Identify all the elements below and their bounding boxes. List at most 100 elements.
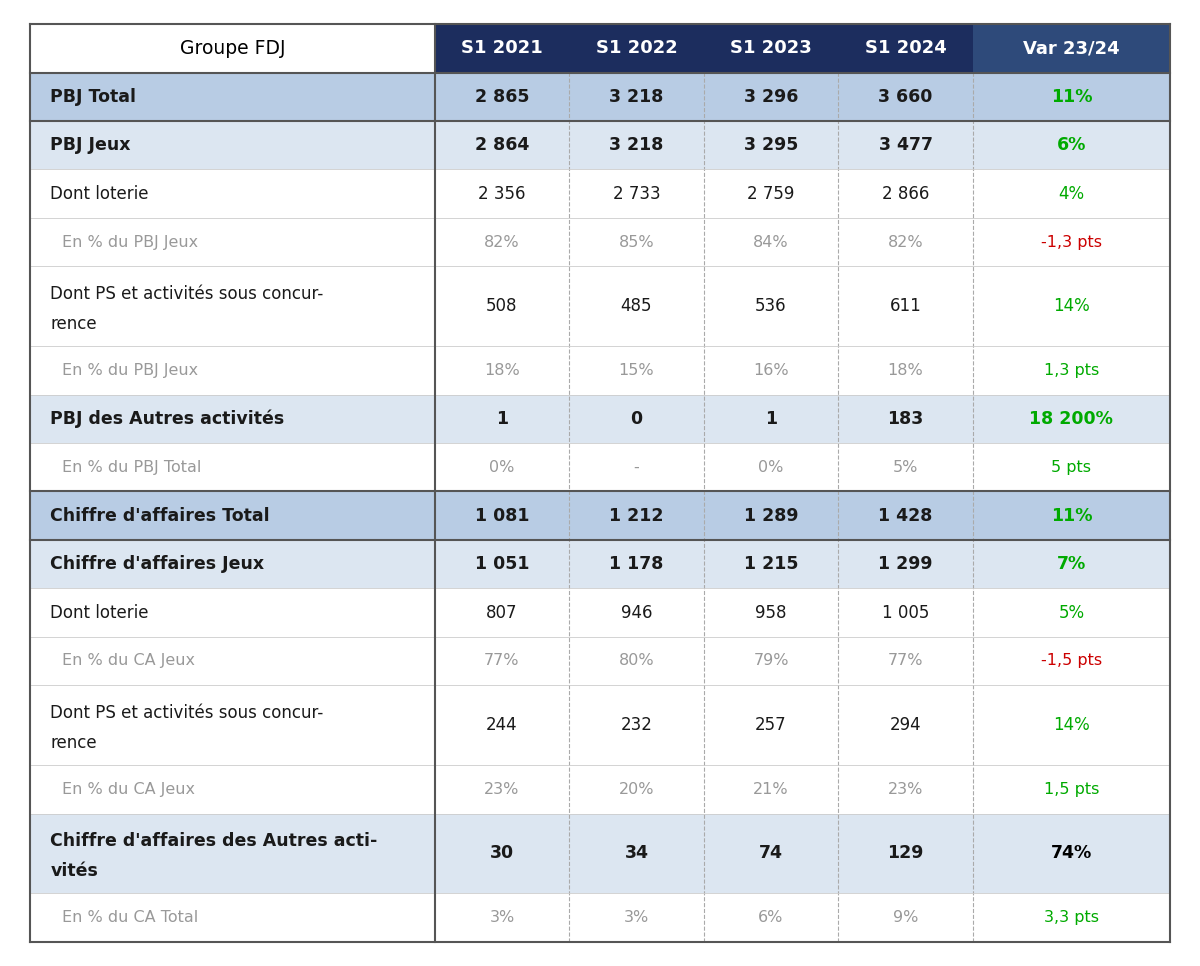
Text: 2 864: 2 864 <box>475 136 529 155</box>
Text: 3 218: 3 218 <box>610 88 664 106</box>
Text: 946: 946 <box>620 604 653 621</box>
Text: 1 178: 1 178 <box>610 555 664 573</box>
Text: 79%: 79% <box>754 653 788 668</box>
Text: Dont PS et activités sous concur-: Dont PS et activités sous concur- <box>50 285 324 303</box>
Text: 1,3 pts: 1,3 pts <box>1044 363 1099 378</box>
Text: 611: 611 <box>889 298 922 315</box>
Text: 5 pts: 5 pts <box>1051 460 1091 474</box>
Bar <box>30 637 1170 685</box>
Text: 18 200%: 18 200% <box>1030 410 1114 428</box>
Text: 3 295: 3 295 <box>744 136 798 155</box>
Bar <box>30 765 1170 813</box>
Text: En % du PBJ Jeux: En % du PBJ Jeux <box>62 235 198 249</box>
Text: 3,3 pts: 3,3 pts <box>1044 910 1099 925</box>
Text: 11%: 11% <box>1051 88 1092 106</box>
Text: 82%: 82% <box>484 235 520 249</box>
Text: 74%: 74% <box>1051 844 1092 863</box>
Text: 3 218: 3 218 <box>610 136 664 155</box>
Text: 183: 183 <box>887 410 924 428</box>
Text: 18%: 18% <box>888 363 923 378</box>
Text: 2 733: 2 733 <box>613 185 660 203</box>
Text: 2 866: 2 866 <box>882 185 929 203</box>
Text: 20%: 20% <box>619 781 654 797</box>
Text: 85%: 85% <box>619 235 654 249</box>
Text: 14%: 14% <box>1054 298 1090 315</box>
Text: Chiffre d'affaires Total: Chiffre d'affaires Total <box>50 507 270 525</box>
Text: 129: 129 <box>887 844 924 863</box>
Text: 4%: 4% <box>1058 185 1085 203</box>
Bar <box>30 588 1170 637</box>
Text: Dont loterie: Dont loterie <box>50 185 149 203</box>
Text: 257: 257 <box>755 716 787 734</box>
Text: 508: 508 <box>486 298 517 315</box>
Text: -1,5 pts: -1,5 pts <box>1040 653 1102 668</box>
Bar <box>30 218 1170 267</box>
Bar <box>30 443 1170 492</box>
Text: 77%: 77% <box>888 653 923 668</box>
Text: 0%: 0% <box>490 460 515 474</box>
Text: 2 356: 2 356 <box>479 185 526 203</box>
Text: 536: 536 <box>755 298 787 315</box>
Bar <box>30 267 1170 346</box>
Text: Var 23/24: Var 23/24 <box>1024 40 1120 57</box>
Text: S1 2022: S1 2022 <box>595 40 677 57</box>
Text: 16%: 16% <box>754 363 788 378</box>
Text: 1: 1 <box>764 410 778 428</box>
Text: 30: 30 <box>490 844 514 863</box>
Bar <box>30 24 434 72</box>
Bar <box>30 72 1170 121</box>
Text: 232: 232 <box>620 716 653 734</box>
Text: PBJ Total: PBJ Total <box>50 88 137 106</box>
Text: 3%: 3% <box>490 910 515 925</box>
Text: 807: 807 <box>486 604 517 621</box>
Text: Dont loterie: Dont loterie <box>50 604 149 621</box>
Bar <box>30 894 1170 942</box>
Text: 294: 294 <box>889 716 922 734</box>
Text: En % du PBJ Jeux: En % du PBJ Jeux <box>62 363 198 378</box>
Text: 958: 958 <box>755 604 787 621</box>
Text: 1: 1 <box>496 410 508 428</box>
Bar <box>434 24 569 72</box>
Text: 23%: 23% <box>888 781 923 797</box>
Text: 5%: 5% <box>893 460 918 474</box>
Text: 1 299: 1 299 <box>878 555 932 573</box>
Text: S1 2021: S1 2021 <box>461 40 542 57</box>
Text: Groupe FDJ: Groupe FDJ <box>180 39 286 58</box>
Bar <box>703 24 839 72</box>
Bar <box>30 685 1170 765</box>
Text: rence: rence <box>50 315 97 333</box>
Text: Chiffre d'affaires Jeux: Chiffre d'affaires Jeux <box>50 555 264 573</box>
Text: 485: 485 <box>620 298 653 315</box>
Bar <box>30 813 1170 894</box>
Text: PBJ des Autres activités: PBJ des Autres activités <box>50 410 284 428</box>
Text: 2 865: 2 865 <box>475 88 529 106</box>
Text: 11%: 11% <box>1051 507 1092 525</box>
Text: 34: 34 <box>624 844 648 863</box>
Text: 77%: 77% <box>485 653 520 668</box>
Text: 6%: 6% <box>758 910 784 925</box>
Text: 7%: 7% <box>1057 555 1086 573</box>
Bar <box>30 395 1170 443</box>
Text: 1 215: 1 215 <box>744 555 798 573</box>
Text: vités: vités <box>50 862 98 880</box>
Text: 15%: 15% <box>619 363 654 378</box>
Text: -: - <box>634 460 640 474</box>
Text: 3 660: 3 660 <box>878 88 932 106</box>
Text: rence: rence <box>50 734 97 752</box>
Text: 18%: 18% <box>484 363 520 378</box>
Bar <box>30 492 1170 540</box>
Text: 6%: 6% <box>1057 136 1086 155</box>
Text: En % du CA Total: En % du CA Total <box>62 910 199 925</box>
Bar <box>569 24 703 72</box>
Text: S1 2023: S1 2023 <box>730 40 812 57</box>
Text: 1 051: 1 051 <box>475 555 529 573</box>
Bar <box>839 24 973 72</box>
Text: 23%: 23% <box>485 781 520 797</box>
Text: 244: 244 <box>486 716 517 734</box>
Text: 1 428: 1 428 <box>878 507 932 525</box>
Text: 1,5 pts: 1,5 pts <box>1044 781 1099 797</box>
Text: PBJ Jeux: PBJ Jeux <box>50 136 131 155</box>
Text: 21%: 21% <box>754 781 788 797</box>
Text: 82%: 82% <box>888 235 923 249</box>
Text: 1 005: 1 005 <box>882 604 929 621</box>
